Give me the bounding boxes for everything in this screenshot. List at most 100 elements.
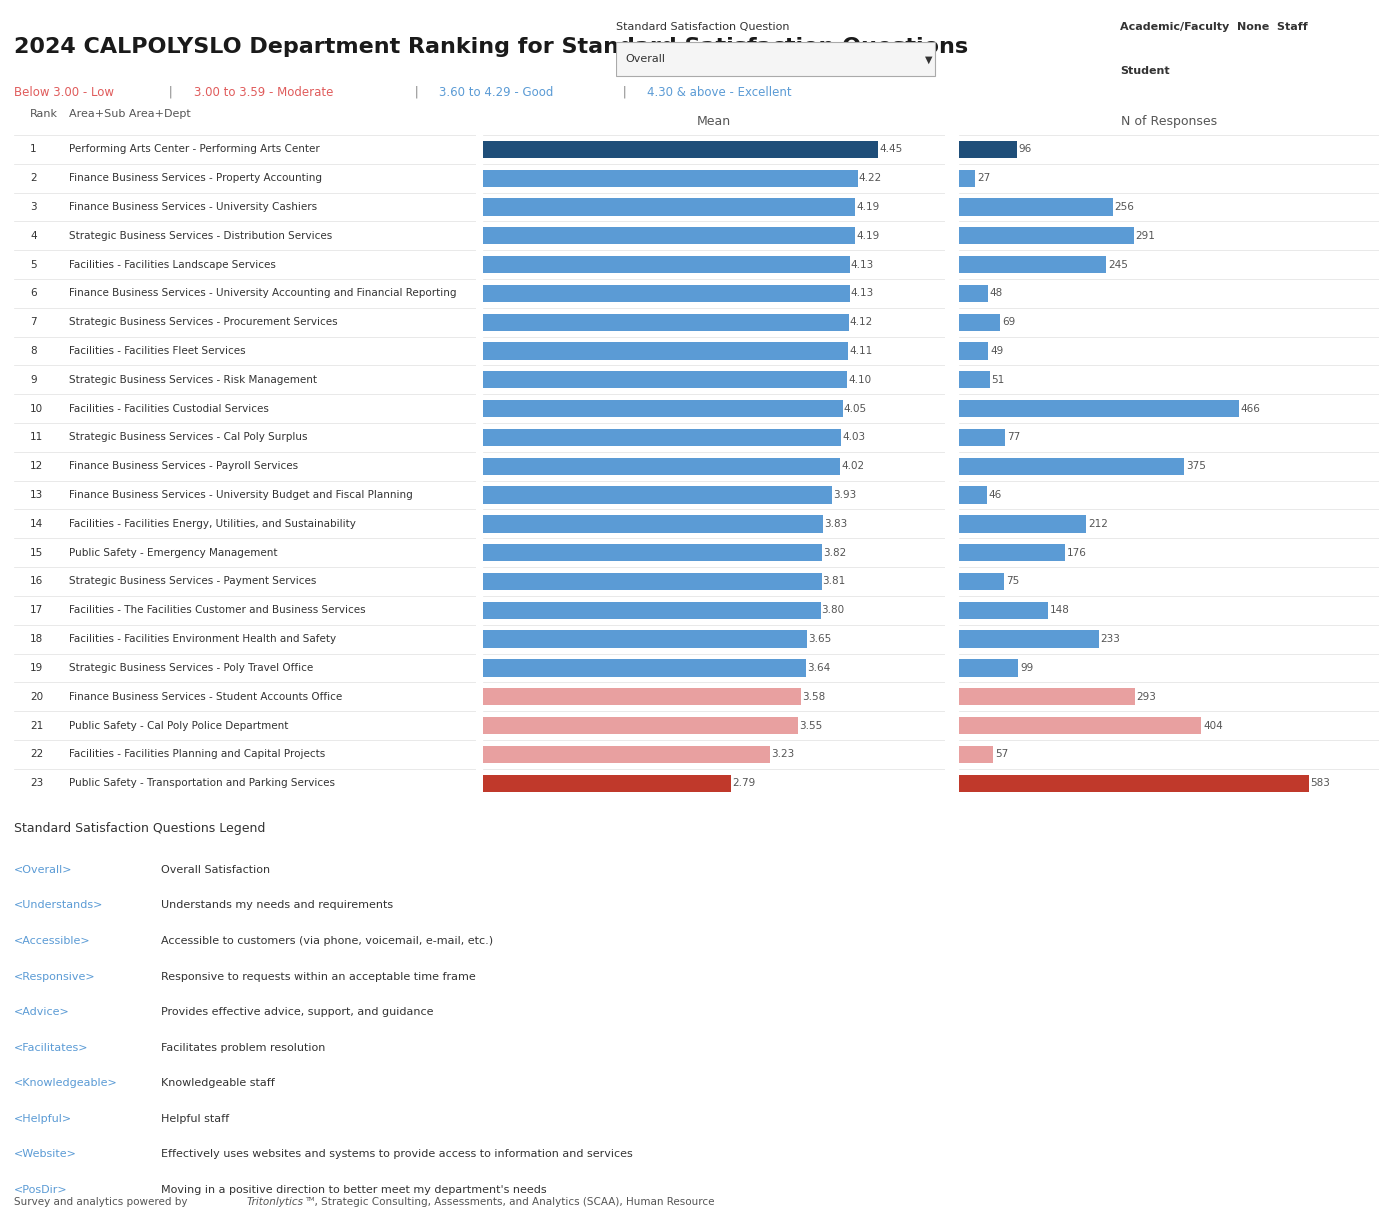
Text: 16: 16 [31, 577, 43, 587]
Text: 20: 20 [31, 692, 43, 702]
Text: Helpful staff: Helpful staff [161, 1114, 230, 1124]
Text: 15: 15 [31, 547, 43, 558]
Text: Moving in a positive direction to better meet my department's needs: Moving in a positive direction to better… [161, 1185, 546, 1195]
Text: 21: 21 [31, 720, 43, 730]
Text: 13: 13 [31, 490, 43, 501]
Text: 99: 99 [1021, 663, 1033, 672]
Text: 5: 5 [31, 260, 36, 270]
Text: <Helpful>: <Helpful> [14, 1114, 73, 1124]
Bar [959, 227, 1134, 244]
Text: 6: 6 [31, 288, 36, 298]
Text: Accessible to customers (via phone, voicemail, e-mail, etc.): Accessible to customers (via phone, voic… [161, 936, 493, 946]
Bar [959, 458, 1184, 475]
Text: Area+Sub Area+Dept: Area+Sub Area+Dept [70, 109, 192, 119]
Text: Strategic Business Services - Procurement Services: Strategic Business Services - Procuremen… [70, 318, 337, 328]
Text: 4.30 & above - Excellent: 4.30 & above - Excellent [647, 86, 792, 99]
Text: 245: 245 [1107, 260, 1127, 270]
Text: Provides effective advice, support, and guidance: Provides effective advice, support, and … [161, 1007, 434, 1017]
Text: 4.22: 4.22 [858, 173, 882, 183]
Text: 3.81: 3.81 [822, 577, 846, 587]
Text: 233: 233 [1100, 634, 1120, 644]
Text: 19: 19 [31, 663, 43, 672]
Bar [483, 314, 848, 331]
Bar [959, 342, 988, 360]
Text: 1: 1 [31, 145, 36, 155]
Text: Facilities - Facilities Custodial Services: Facilities - Facilities Custodial Servic… [70, 404, 269, 413]
Text: N of Responses: N of Responses [1121, 115, 1217, 129]
Text: 375: 375 [1186, 461, 1205, 471]
Bar [959, 285, 988, 302]
Text: 212: 212 [1088, 519, 1107, 529]
Text: Finance Business Services - Property Accounting: Finance Business Services - Property Acc… [70, 173, 322, 183]
Text: 27: 27 [977, 173, 990, 183]
Bar [483, 199, 855, 216]
Text: Understands my needs and requirements: Understands my needs and requirements [161, 901, 393, 910]
Bar [483, 717, 798, 734]
Text: 96: 96 [1018, 145, 1032, 155]
Bar [959, 486, 987, 504]
Bar [483, 544, 822, 561]
Text: 4.03: 4.03 [841, 432, 865, 443]
Bar [483, 573, 822, 590]
Text: Performing Arts Center - Performing Arts Center: Performing Arts Center - Performing Arts… [70, 145, 321, 155]
Bar [959, 314, 1001, 331]
Text: <PosDir>: <PosDir> [14, 1185, 67, 1195]
Bar [959, 717, 1201, 734]
Bar [959, 169, 976, 187]
Text: Overall: Overall [626, 54, 666, 64]
Text: 77: 77 [1007, 432, 1021, 443]
Bar [959, 659, 1018, 676]
Text: Overall Satisfaction: Overall Satisfaction [161, 865, 270, 875]
Text: Below 3.00 - Low: Below 3.00 - Low [14, 86, 113, 99]
Text: Finance Business Services - University Accounting and Financial Reporting: Finance Business Services - University A… [70, 288, 456, 298]
Bar [959, 372, 990, 389]
Text: 148: 148 [1050, 605, 1070, 615]
Text: Facilities - Facilities Planning and Capital Projects: Facilities - Facilities Planning and Cap… [70, 750, 326, 760]
Text: Strategic Business Services - Cal Poly Surplus: Strategic Business Services - Cal Poly S… [70, 432, 308, 443]
Text: 3.23: 3.23 [771, 750, 794, 760]
Text: <Responsive>: <Responsive> [14, 972, 95, 982]
Text: 466: 466 [1240, 404, 1260, 413]
Text: Survey and analytics powered by: Survey and analytics powered by [14, 1198, 190, 1207]
Text: 12: 12 [31, 461, 43, 471]
Text: 49: 49 [990, 346, 1004, 356]
Text: 3.60 to 4.29 - Good: 3.60 to 4.29 - Good [440, 86, 553, 99]
Text: Strategic Business Services - Risk Management: Strategic Business Services - Risk Manag… [70, 374, 318, 385]
Text: 4.19: 4.19 [857, 202, 879, 212]
Text: 293: 293 [1137, 692, 1156, 702]
Text: 3.65: 3.65 [808, 634, 832, 644]
Text: 4.12: 4.12 [850, 318, 874, 328]
Bar [959, 746, 993, 763]
Text: Student: Student [1120, 66, 1169, 76]
Text: 3.80: 3.80 [822, 605, 844, 615]
Text: <Overall>: <Overall> [14, 865, 73, 875]
Text: Public Safety - Cal Poly Police Department: Public Safety - Cal Poly Police Departme… [70, 720, 288, 730]
Text: Strategic Business Services - Distribution Services: Strategic Business Services - Distributi… [70, 231, 333, 240]
Text: <Understands>: <Understands> [14, 901, 104, 910]
Bar [483, 774, 731, 791]
Text: 176: 176 [1067, 547, 1086, 558]
Text: 46: 46 [988, 490, 1001, 501]
Text: 9: 9 [31, 374, 36, 385]
Bar [483, 342, 848, 360]
Text: 3.55: 3.55 [799, 720, 823, 730]
Text: <Accessible>: <Accessible> [14, 936, 91, 946]
Text: Facilities - Facilities Environment Health and Safety: Facilities - Facilities Environment Heal… [70, 634, 336, 644]
Text: Finance Business Services - University Cashiers: Finance Business Services - University C… [70, 202, 318, 212]
Text: <Facilitates>: <Facilitates> [14, 1043, 88, 1053]
Text: 22: 22 [31, 750, 43, 760]
Text: 256: 256 [1114, 202, 1134, 212]
Text: Effectively uses websites and systems to provide access to information and servi: Effectively uses websites and systems to… [161, 1150, 633, 1160]
Text: Academic/Faculty  None  Staff: Academic/Faculty None Staff [1120, 22, 1308, 32]
Text: 3.00 to 3.59 - Moderate: 3.00 to 3.59 - Moderate [193, 86, 333, 99]
Text: 4.10: 4.10 [848, 374, 871, 385]
Text: 7: 7 [31, 318, 36, 328]
Text: Strategic Business Services - Poly Travel Office: Strategic Business Services - Poly Trave… [70, 663, 314, 672]
Text: 57: 57 [995, 750, 1008, 760]
Bar [959, 400, 1239, 417]
Text: <Website>: <Website> [14, 1150, 77, 1160]
Bar [959, 199, 1113, 216]
Text: 75: 75 [1005, 577, 1019, 587]
Text: Facilities - The Facilities Customer and Business Services: Facilities - The Facilities Customer and… [70, 605, 365, 615]
Text: Finance Business Services - Student Accounts Office: Finance Business Services - Student Acco… [70, 692, 343, 702]
